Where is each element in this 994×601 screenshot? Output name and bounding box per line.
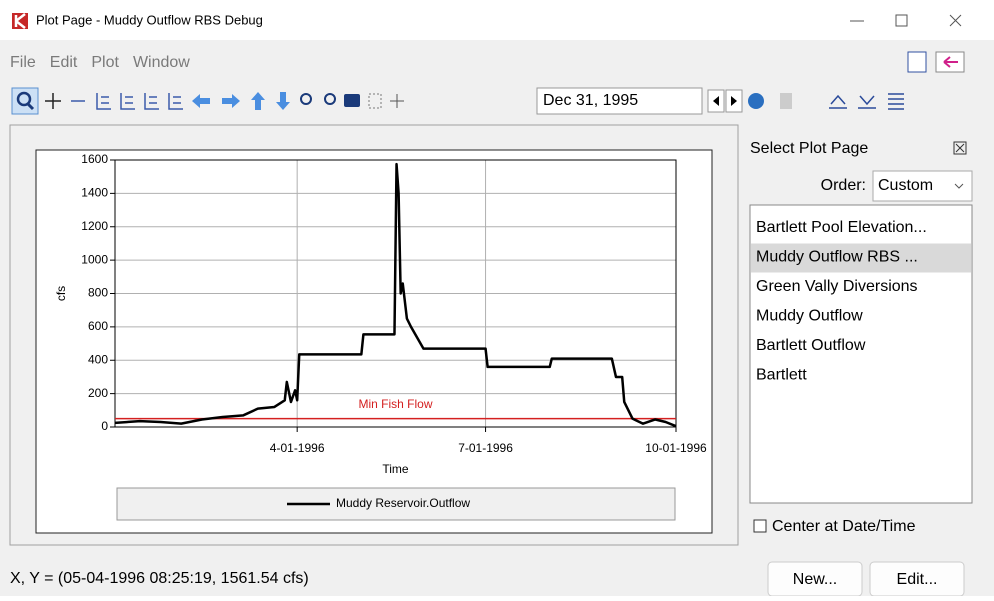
y-tick-label: 1200: [81, 219, 108, 233]
new-button-label: New...: [793, 571, 837, 588]
tool-icon[interactable]: [780, 93, 792, 109]
list-item[interactable]: Muddy Outflow: [756, 308, 863, 325]
tool-icon[interactable]: [390, 94, 404, 108]
checkbox[interactable]: [753, 519, 767, 533]
tool-icon[interactable]: [96, 93, 111, 110]
chart: 0 200 400 600 800 1000 1200 1400 1600 4-01-1996 7-…: [54, 152, 707, 510]
checkbox-label: Center at Date/Time: [772, 518, 916, 535]
x-tick-label: 7-01-1996: [458, 441, 513, 455]
tool-icon[interactable]: [858, 95, 876, 109]
legend-label: Muddy Reservoir.Outflow: [336, 496, 470, 510]
menu-item[interactable]: File: [10, 54, 36, 71]
data-line: [114, 162, 677, 428]
menu-item[interactable]: Plot: [91, 54, 119, 71]
list-item[interactable]: Bartlett: [756, 367, 807, 384]
legend-box: [116, 487, 676, 521]
x-axis-label: Time: [382, 462, 409, 476]
tool-icon[interactable]: [120, 93, 135, 110]
next-glyph: [731, 96, 737, 106]
tool-icon[interactable]: [45, 93, 61, 109]
y-tick-label: 800: [88, 286, 108, 300]
tool-icon[interactable]: [344, 94, 360, 107]
tool-icon: [16, 91, 32, 107]
close[interactable]: [949, 14, 962, 27]
list-item[interactable]: Bartlett Pool Elevation...: [756, 219, 927, 236]
tool-icon[interactable]: [276, 92, 290, 110]
panel-title: Select Plot Page: [750, 140, 868, 157]
order-value: Custom: [878, 177, 933, 194]
y-tick-label: 1400: [81, 186, 108, 200]
panel-close[interactable]: [953, 141, 967, 155]
x-tick-label: 4-01-1996: [270, 441, 325, 455]
maximize[interactable]: [895, 14, 908, 27]
status-text: X, Y = (05-04-1996 08:25:19, 1561.54 cfs…: [10, 570, 309, 587]
list-item[interactable]: Muddy Outflow RBS ...: [756, 249, 918, 266]
order-dropdown[interactable]: [872, 170, 973, 202]
panel-close-glyph: [955, 143, 965, 153]
tool-icon[interactable]: [192, 94, 210, 108]
menu-bar: File Edit Plot Window: [10, 54, 190, 71]
date-text: Dec 31, 1995: [543, 92, 638, 109]
y-axis-label: cfs: [54, 286, 68, 301]
list-selection: [751, 243, 971, 273]
tool-icon[interactable]: [168, 93, 183, 110]
y-tick-label: 1000: [81, 252, 108, 266]
tool-icon[interactable]: [829, 94, 847, 109]
tool-icon[interactable]: [888, 93, 904, 110]
chart-frame: [35, 149, 713, 534]
tool-icon: [26, 102, 35, 111]
edit-button-label: Edit...: [897, 571, 938, 588]
title-bar: [0, 0, 994, 40]
window-title: Plot Page - Muddy Outflow RBS Debug: [36, 12, 263, 27]
tool-icon[interactable]: [251, 92, 265, 110]
menu-item[interactable]: Edit: [50, 54, 78, 71]
app-icon-glyph: [14, 13, 26, 29]
app-icon: [12, 13, 28, 29]
tool-icon[interactable]: [748, 93, 764, 109]
tool-icon[interactable]: [324, 93, 336, 105]
y-tick-label: 600: [88, 319, 108, 333]
date-field[interactable]: [536, 87, 703, 115]
y-tick-label: 200: [88, 386, 108, 400]
dropdown-arrow: [954, 183, 964, 189]
y-tick-label: 1600: [81, 152, 108, 166]
order-label: Order:: [821, 177, 866, 194]
prev-glyph: [713, 96, 719, 106]
y-tick-label: 0: [101, 419, 108, 433]
list-item[interactable]: Green Vally Diversions: [756, 278, 918, 295]
plot-area: [114, 159, 677, 428]
list-item[interactable]: Bartlett Outflow: [756, 337, 866, 354]
y-tick-label: 400: [88, 352, 108, 366]
icon-glyph: [943, 56, 958, 68]
tool-icon[interactable]: [222, 94, 240, 108]
tool-icon[interactable]: [368, 93, 382, 109]
menu-item[interactable]: Window: [133, 54, 190, 71]
x-tick-label: 10-01-1996: [645, 441, 707, 455]
tool-icon[interactable]: [300, 93, 312, 105]
icon[interactable]: [907, 51, 927, 73]
toolbar: [11, 87, 404, 115]
annotation: Min Fish Flow: [358, 397, 432, 411]
tool-icon[interactable]: [144, 93, 159, 110]
